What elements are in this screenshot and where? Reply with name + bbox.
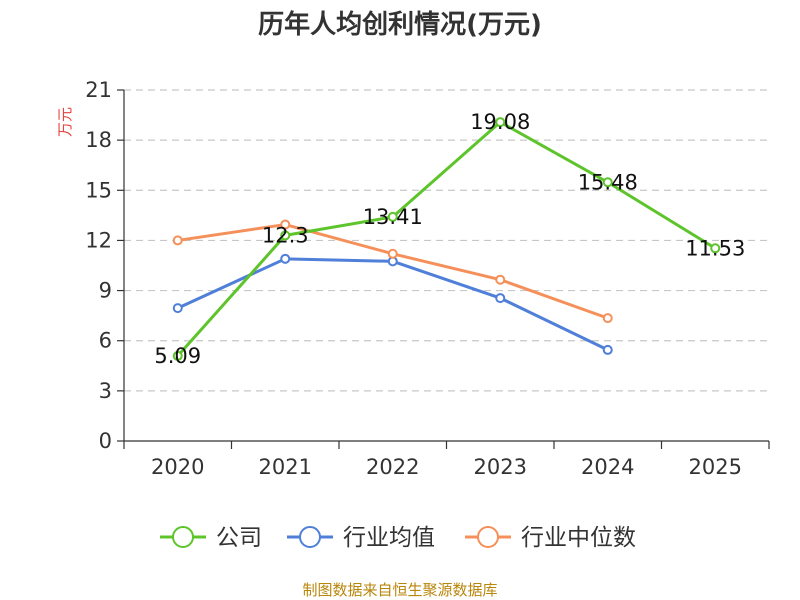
series-1 (172, 253, 613, 355)
series-layer (172, 117, 721, 361)
source-note: 制图数据来自恒生聚源数据库 (302, 581, 497, 599)
data-labels: 5.09 12.3 13.41 19.08 15.48 11.53 (154, 110, 745, 368)
y-axis-label: 万元 (56, 107, 74, 137)
grid-lines (124, 89, 769, 392)
axes: 0 3 6 9 12 15 18 21 2020 2021 2022 2023 2024 2025 (85, 78, 770, 479)
y-tick-label: 18 (85, 128, 112, 152)
series-line (177, 257, 609, 352)
data-label: 19.08 (470, 110, 530, 134)
data-point[interactable] (172, 303, 183, 314)
data-point[interactable] (602, 313, 613, 324)
data-point[interactable] (172, 235, 183, 246)
x-tick-label: 2024 (581, 455, 634, 479)
x-tick-label: 2022 (366, 455, 419, 479)
chart-title: 历年人均创利情况(万元) (258, 9, 542, 40)
data-label: 13.41 (363, 205, 423, 229)
y-tick-label: 21 (85, 78, 112, 102)
x-tick-label: 2021 (259, 455, 312, 479)
data-point[interactable] (280, 253, 291, 264)
legend-item-0[interactable]: 公司 (160, 525, 262, 551)
y-tick-label: 3 (99, 379, 112, 403)
data-point[interactable] (495, 117, 506, 128)
series-2 (172, 219, 613, 324)
x-tick-label: 2023 (474, 455, 527, 479)
legend-label: 公司 (216, 525, 262, 551)
x-tick-label: 2025 (689, 455, 742, 479)
legend-swatch-marker (299, 526, 321, 548)
data-point[interactable] (280, 230, 291, 241)
y-tick-label: 12 (85, 228, 112, 252)
legend-item-1[interactable]: 行业均值 (287, 525, 435, 551)
data-point[interactable] (387, 248, 398, 259)
x-tick-label: 2020 (151, 455, 204, 479)
y-tick-label: 9 (99, 279, 112, 303)
data-point[interactable] (495, 274, 506, 285)
data-point[interactable] (387, 211, 398, 222)
data-point[interactable] (602, 177, 613, 188)
legend[interactable]: 公司 行业均值 行业中位数 (160, 525, 636, 551)
data-point[interactable] (172, 350, 183, 361)
legend-swatch-marker (172, 526, 194, 548)
legend-swatch-marker (477, 526, 499, 548)
y-tick-label: 15 (85, 178, 112, 202)
legend-label: 行业中位数 (521, 525, 636, 551)
series-line (176, 120, 717, 357)
y-tick-label: 0 (99, 429, 112, 453)
data-label: 12.3 (262, 223, 309, 247)
series-line (177, 223, 609, 320)
data-point[interactable] (495, 293, 506, 304)
series-0 (172, 117, 721, 361)
data-point[interactable] (602, 344, 613, 355)
legend-label: 行业均值 (343, 525, 435, 551)
data-point[interactable] (710, 243, 721, 254)
data-label: 15.48 (578, 170, 638, 194)
data-point[interactable] (280, 219, 291, 230)
y-tick-label: 6 (99, 329, 112, 353)
legend-item-2[interactable]: 行业中位数 (465, 525, 636, 551)
data-label: 11.53 (685, 236, 745, 260)
data-label: 5.09 (154, 344, 201, 368)
